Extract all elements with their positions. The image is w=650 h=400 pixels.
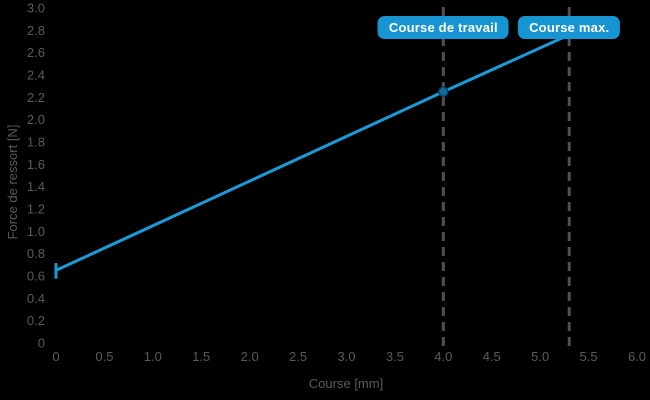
- y-tick-label: 1.8: [27, 135, 45, 150]
- annotation-label-course-de-travail: Course de travail: [377, 16, 509, 39]
- y-tick-label: 2.6: [27, 45, 45, 60]
- tick-labels: 0 0.5 1.0 1.5 2.0 2.5 3.0 3.5 4.0 4.5 5.0 5.5 6.0 0 0.…: [27, 1, 646, 365]
- y-tick-label: 1.4: [27, 179, 45, 194]
- y-tick-label: 0.8: [27, 246, 45, 261]
- x-tick-label: 1.0: [144, 349, 162, 364]
- y-tick-label: 2.0: [27, 112, 45, 127]
- series-point-marker: [438, 86, 449, 97]
- y-tick-label: 1.6: [27, 157, 45, 172]
- x-tick-label: 6.0: [628, 349, 646, 364]
- x-tick-label: 3.5: [386, 349, 404, 364]
- y-tick-label: 0.4: [27, 291, 45, 306]
- y-tick-label: 1.0: [27, 224, 45, 239]
- x-axis-title: Course [mm]: [309, 376, 383, 391]
- y-tick-label: 3.0: [27, 1, 45, 16]
- series-layer: [54, 33, 571, 279]
- x-tick-label: 2.0: [241, 349, 259, 364]
- x-tick-label: 2.5: [289, 349, 307, 364]
- x-tick-label: 5.0: [531, 349, 549, 364]
- y-tick-label: 0: [38, 336, 45, 351]
- annotation-vlines: [441, 7, 571, 346]
- y-tick-label: 0.6: [27, 269, 45, 284]
- annotation-label-course-max: Course max.: [518, 16, 621, 39]
- x-tick-label: 5.5: [580, 349, 598, 364]
- y-tick-label: 2.4: [27, 68, 45, 83]
- x-tick-label: 4.0: [434, 349, 452, 364]
- x-tick-label: 0: [52, 349, 59, 364]
- x-tick-label: 1.5: [192, 349, 210, 364]
- x-tick-label: 0.5: [95, 349, 113, 364]
- y-tick-label: 2.8: [27, 23, 45, 38]
- series-line: [54, 33, 571, 272]
- y-axis-title: Force de ressort [N]: [5, 125, 20, 240]
- x-tick-label: 3.0: [337, 349, 355, 364]
- x-tick-label: 4.5: [483, 349, 501, 364]
- y-tick-label: 0.2: [27, 313, 45, 328]
- y-tick-label: 1.2: [27, 202, 45, 217]
- y-tick-label: 2.2: [27, 90, 45, 105]
